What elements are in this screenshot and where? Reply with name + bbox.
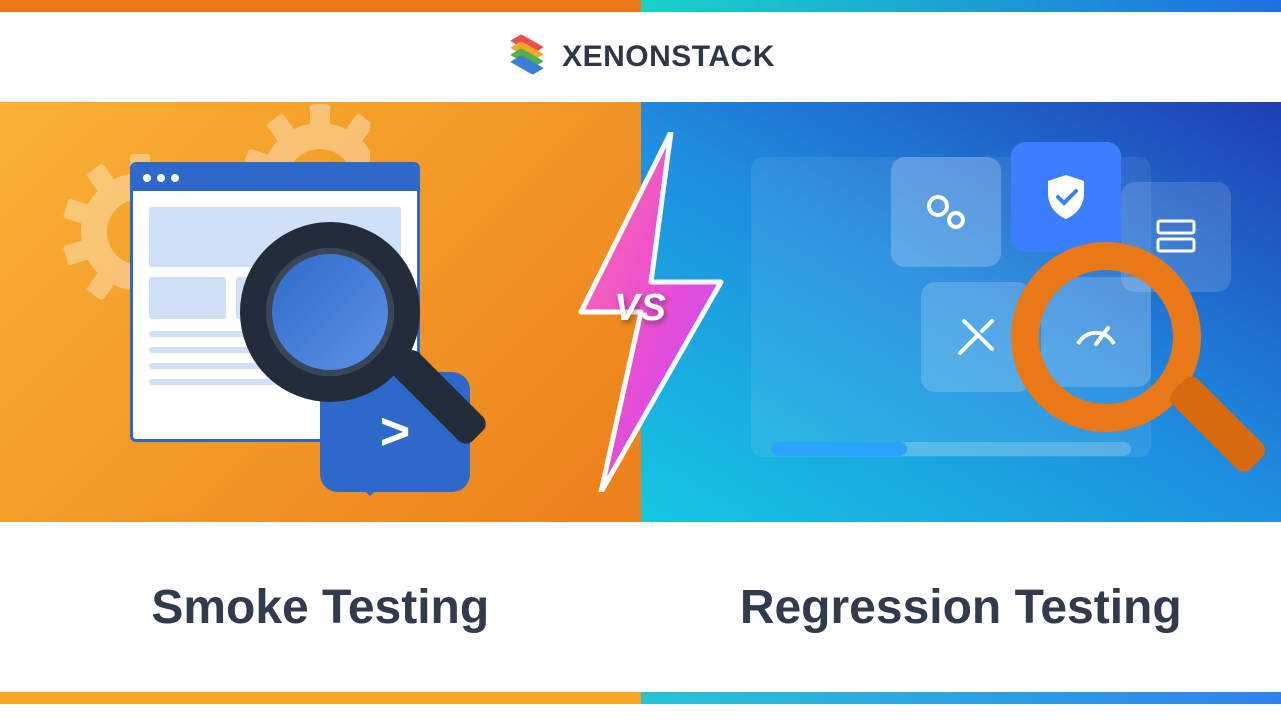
bottom-stripe-right: [641, 692, 1281, 704]
comparison-panels: > VS: [0, 102, 1281, 522]
top-stripe-left: [0, 0, 641, 12]
shield-icon: [1011, 142, 1121, 252]
magnifier-icon: [1011, 242, 1201, 432]
header: XENONSTACK: [0, 12, 1281, 102]
titles-row: Smoke Testing Regression Testing: [0, 522, 1281, 692]
browser-titlebar: [133, 165, 417, 191]
vs-label: VS: [614, 287, 667, 330]
xenonstack-logo-icon: [506, 36, 548, 78]
magnifier-icon: [240, 222, 420, 402]
top-stripe-right: [641, 0, 1281, 12]
brand-name: XENONSTACK: [562, 40, 775, 74]
progress-bar: [771, 442, 1131, 456]
regression-title: Regression Testing: [641, 580, 1281, 635]
gears-icon: [891, 157, 1001, 267]
code-glyph: >: [380, 402, 410, 462]
bottom-stripe: [0, 692, 1281, 704]
smoke-title: Smoke Testing: [0, 580, 641, 635]
bottom-stripe-left: [0, 692, 641, 704]
top-stripe: [0, 0, 1281, 12]
